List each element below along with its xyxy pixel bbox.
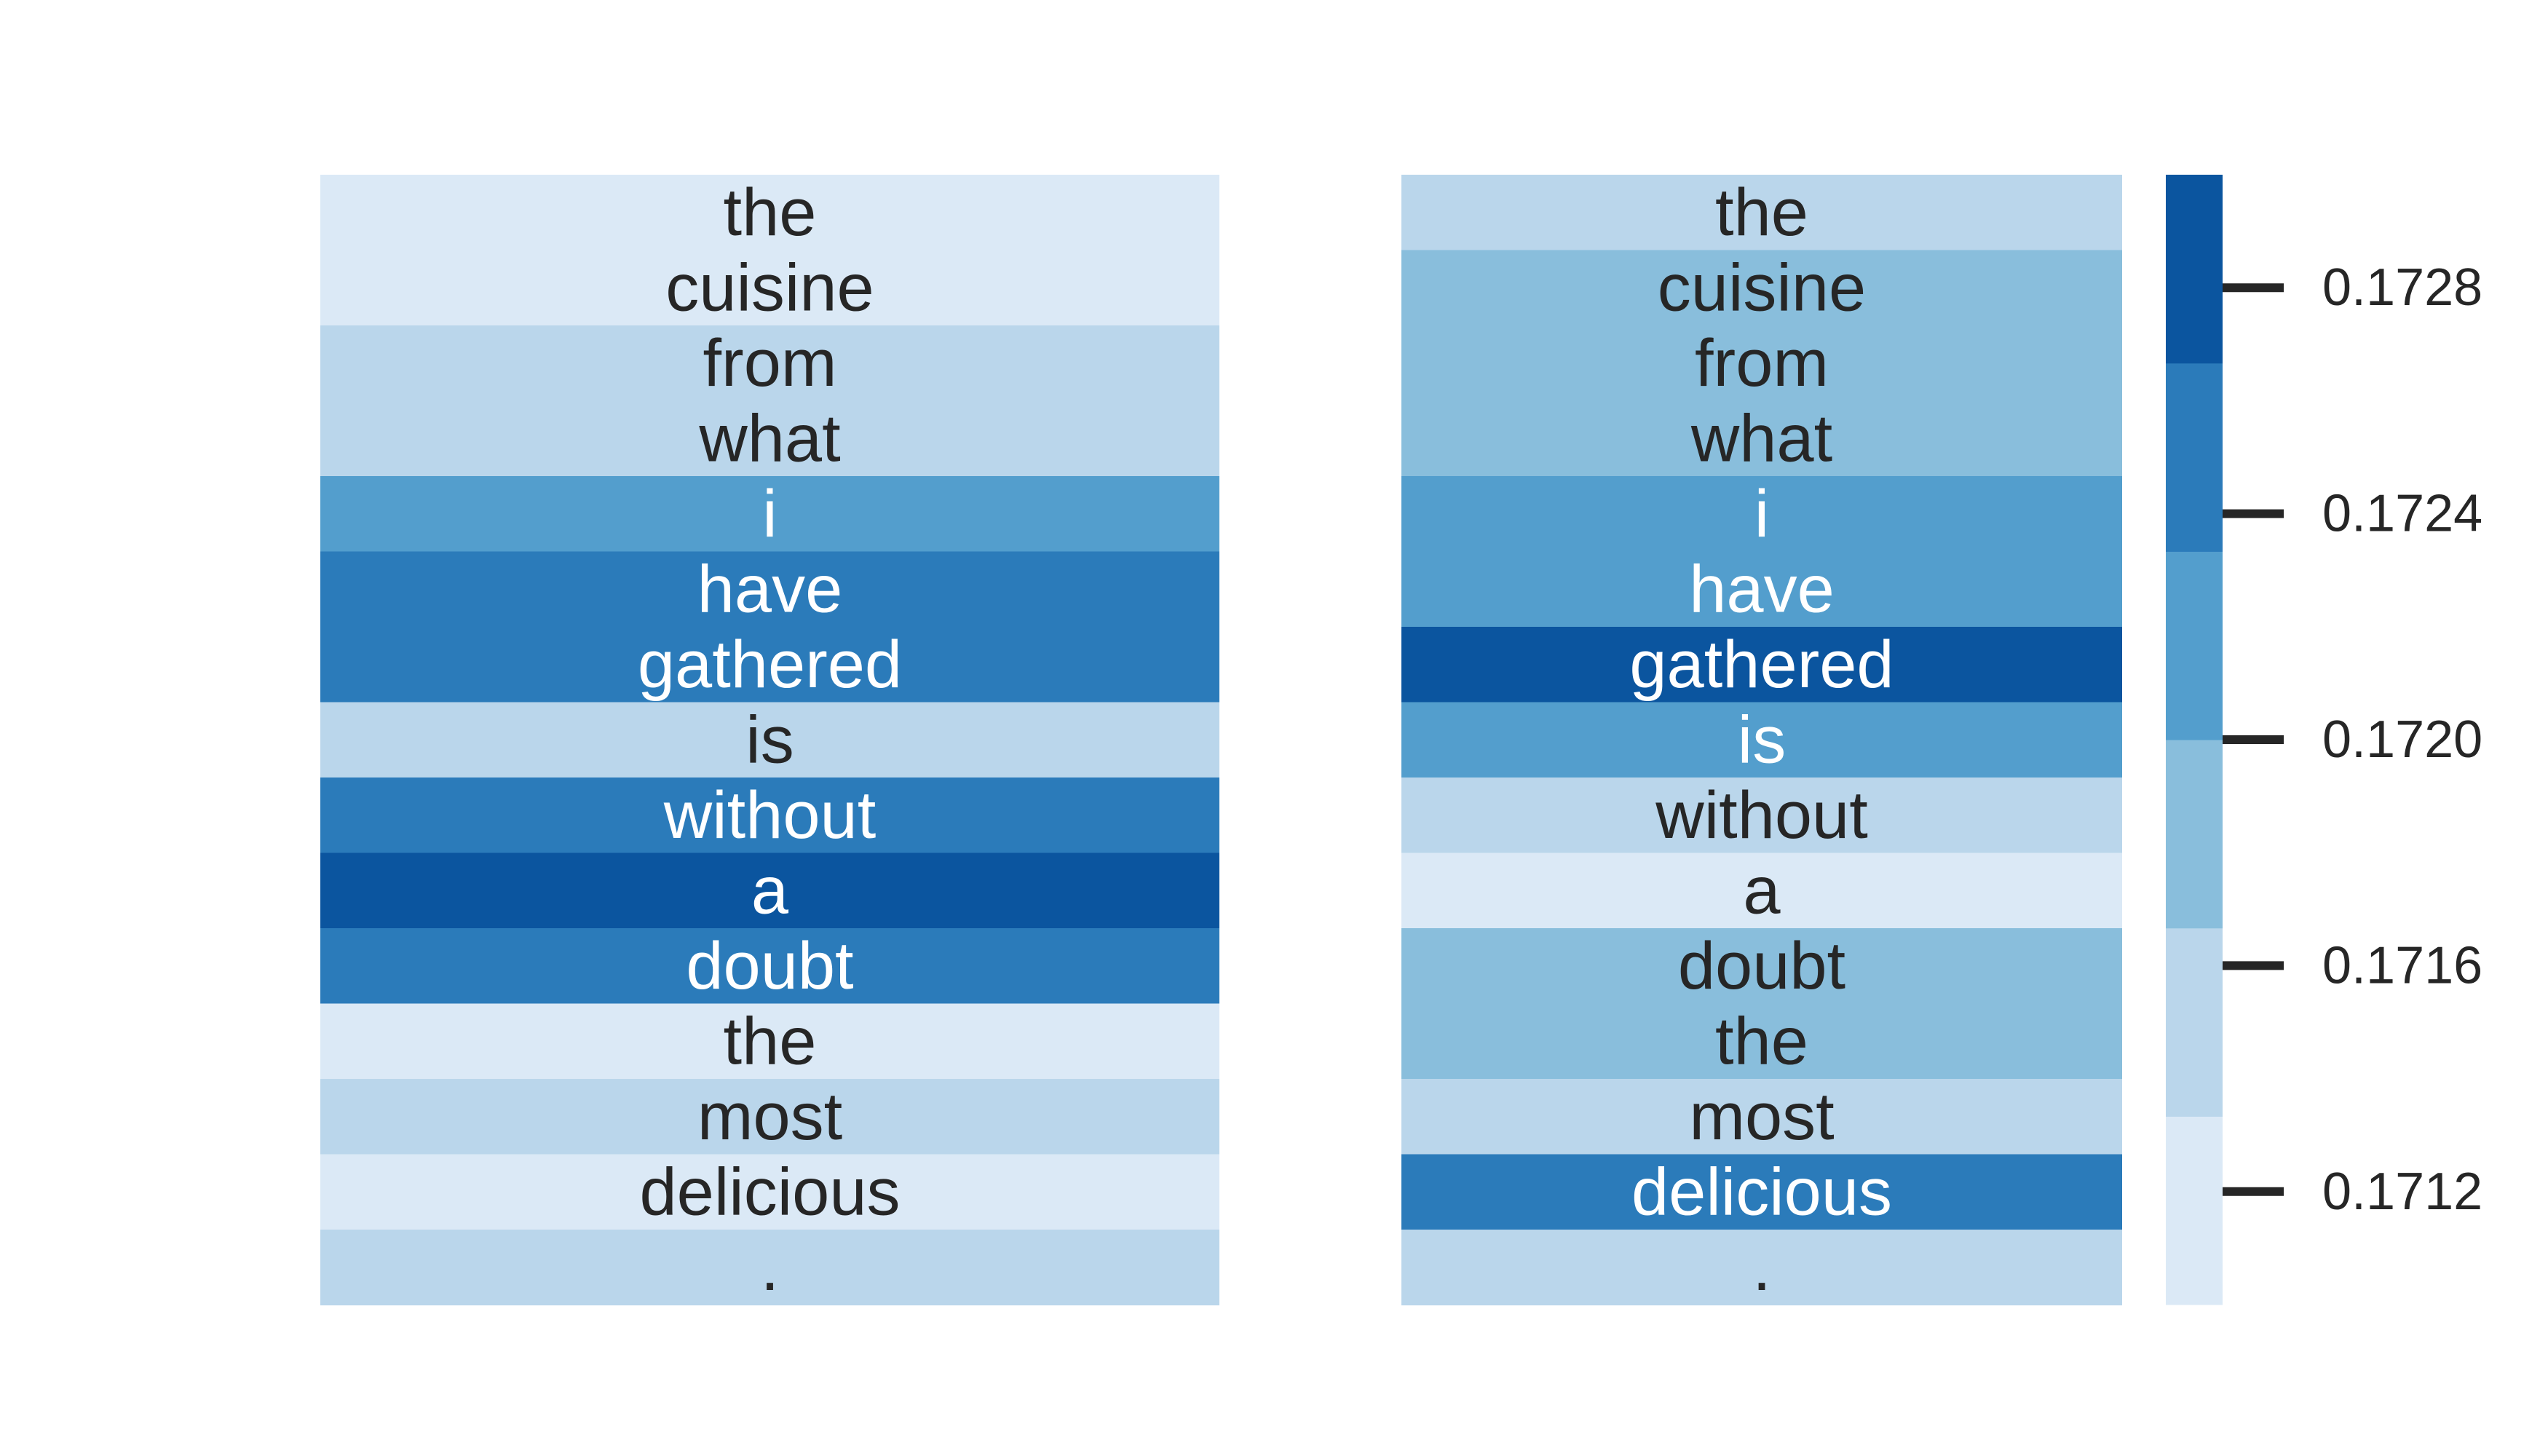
- heatmap-cell: [1401, 400, 2122, 477]
- heatmap-cell: [1401, 1079, 2122, 1155]
- colorbar-tick-label: 0.1720: [2322, 711, 2482, 769]
- heatmap-cell: [320, 627, 1219, 703]
- heatmap-cell: [1401, 1154, 2122, 1230]
- token-label: .: [761, 1230, 780, 1305]
- heatmap-cell: [1401, 1003, 2122, 1080]
- colorbar-tick-label: 0.1728: [2322, 258, 2482, 317]
- token-label: gathered: [638, 628, 902, 702]
- token-label: have: [697, 552, 843, 626]
- token-label: from: [703, 326, 837, 400]
- colorbar-tick-label: 0.1716: [2322, 936, 2482, 994]
- heatmap-cell: [320, 778, 1219, 854]
- token-label: without: [1655, 778, 1868, 852]
- token-label: the: [724, 1004, 817, 1078]
- heatmap-cell: [320, 551, 1219, 628]
- heatmap-cell: [320, 1230, 1219, 1306]
- token-label: i: [1754, 477, 1769, 551]
- token-label: what: [698, 401, 840, 475]
- token-label: is: [1738, 703, 1786, 777]
- heatmap-cell: [320, 852, 1219, 929]
- token-label: a: [1743, 853, 1781, 927]
- token-label: what: [1690, 401, 1832, 475]
- colorbar-tick-label: 0.1724: [2322, 485, 2482, 543]
- colorbar-segment: [2166, 363, 2223, 552]
- heatmap-cell: [1401, 852, 2122, 929]
- token-label: the: [1715, 175, 1808, 250]
- colorbar-segment: [2166, 175, 2223, 364]
- token-label: the: [724, 175, 817, 250]
- heatmap-cell: [320, 702, 1219, 778]
- heatmap-cell: [320, 928, 1219, 1005]
- heatmap-cell: [320, 1003, 1219, 1080]
- token-label: most: [697, 1080, 842, 1154]
- heatmap-cell: [320, 250, 1219, 326]
- colorbar-segment: [2166, 1116, 2223, 1305]
- token-label: delicious: [1631, 1155, 1892, 1229]
- token-label: most: [1689, 1080, 1834, 1154]
- heatmap-cell: [1401, 325, 2122, 402]
- heatmap-cell: [320, 1154, 1219, 1230]
- token-label: delicious: [640, 1155, 901, 1229]
- heatmap-cell: [1401, 250, 2122, 326]
- heatmap-cell: [1401, 175, 2122, 251]
- token-label: cuisine: [665, 250, 874, 325]
- token-label: is: [745, 703, 794, 777]
- colorbar-segment: [2166, 927, 2223, 1117]
- heatmap-cell: [320, 400, 1219, 477]
- heatmap-cell: [320, 325, 1219, 402]
- heatmap-cell: [1401, 476, 2122, 553]
- heatmap-right: thecuisinefromwhatihavegatherediswithout…: [1401, 175, 2122, 1306]
- token-label: cuisine: [1658, 250, 1866, 325]
- token-label: have: [1689, 552, 1835, 626]
- heatmap-cell: [1401, 778, 2122, 854]
- token-label: .: [1752, 1230, 1771, 1305]
- heatmap-cell: [1401, 551, 2122, 628]
- heatmap-cell: [1401, 1230, 2122, 1306]
- colorbar-segment: [2166, 740, 2223, 929]
- heatmap-left: thecuisinefromwhatihavegatherediswithout…: [320, 175, 1219, 1306]
- heatmap-cell: [1401, 627, 2122, 703]
- heatmap-cell: [320, 1079, 1219, 1155]
- token-label: without: [663, 778, 877, 852]
- token-label: a: [751, 853, 789, 927]
- heatmap-cell: [1401, 702, 2122, 778]
- token-label: the: [1715, 1004, 1808, 1078]
- colorbar-tick-label: 0.1712: [2322, 1163, 2482, 1221]
- token-label: doubt: [686, 929, 853, 1003]
- heatmap-cell: [320, 175, 1219, 251]
- token-label: doubt: [1678, 929, 1845, 1003]
- token-label: gathered: [1629, 628, 1894, 702]
- token-label: i: [762, 477, 777, 551]
- heatmap-cell: [320, 476, 1219, 553]
- colorbar-segment: [2166, 551, 2223, 740]
- token-label: from: [1695, 326, 1829, 400]
- heatmap-cell: [1401, 928, 2122, 1005]
- colorbar: 0.1712 0.1716 0.1720 0.1724 0.1728: [2166, 175, 2482, 1305]
